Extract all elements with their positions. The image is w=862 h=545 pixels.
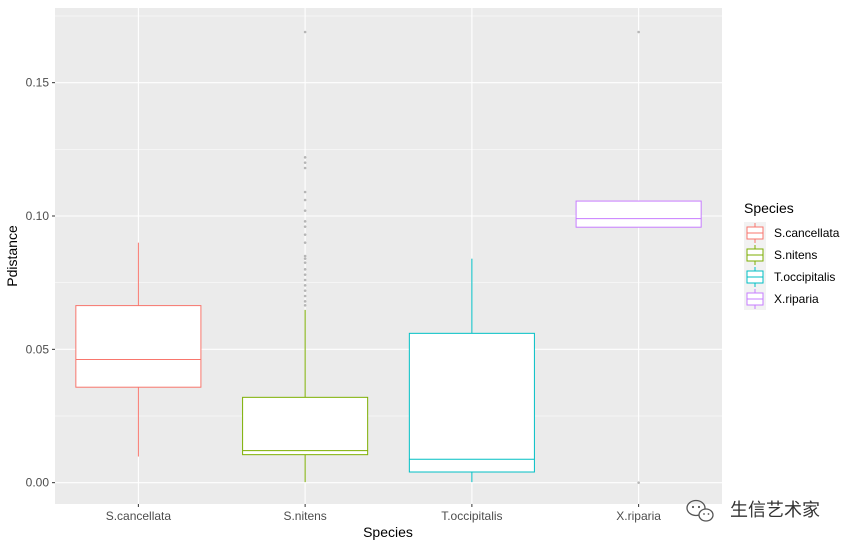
y-tick-label: 0.05 — [26, 342, 50, 356]
x-axis-ticks: S.cancellata S.nitens T.occipitalis X.ripar… — [106, 504, 661, 523]
outlier-point — [303, 190, 307, 194]
outlier-point — [303, 294, 307, 298]
legend-label: X.riparia — [774, 292, 819, 306]
x-tick-label: S.cancellata — [106, 509, 172, 523]
y-tick-label: 0.00 — [26, 476, 50, 490]
watermark-text: 生信艺术家 — [730, 500, 820, 521]
y-tick-label: 0.15 — [26, 76, 50, 90]
x-axis-title: Species — [363, 524, 413, 540]
wechat-icon — [686, 499, 714, 522]
box-iqr — [242, 396, 369, 456]
y-axis-title: Pdistance — [4, 225, 20, 287]
outlier-point — [303, 273, 307, 276]
legend-entry-T.occipitalis: T.occipitalis — [744, 266, 835, 288]
outlier-point — [303, 289, 307, 292]
legend-entry-S.cancellata: S.cancellata — [744, 222, 840, 244]
outlier-point — [303, 225, 307, 228]
outlier-point — [303, 233, 307, 236]
box-iqr — [75, 305, 202, 388]
outlier-point — [303, 300, 307, 303]
y-tick-label: 0.10 — [26, 209, 50, 223]
outlier-point — [637, 481, 640, 484]
outlier-point — [303, 268, 307, 271]
outlier-point — [303, 241, 307, 244]
outlier-point — [303, 304, 307, 307]
outlier-point — [303, 261, 307, 264]
legend-label: S.cancellata — [774, 226, 840, 240]
outlier-point — [303, 278, 307, 282]
outlier-point — [303, 254, 307, 258]
legend-title: Species — [744, 200, 794, 216]
box-layer — [75, 30, 702, 484]
outlier-point — [303, 220, 307, 223]
x-tick-label: S.nitens — [283, 509, 326, 523]
box-T.occipitalis — [408, 258, 535, 483]
x-tick-label: X.riparia — [616, 509, 661, 523]
outlier-point — [303, 198, 307, 202]
y-axis-ticks: 0.00 0.05 0.10 0.15 — [26, 76, 55, 490]
legend-label: S.nitens — [774, 248, 817, 262]
grid-minor — [55, 15, 722, 417]
legend-label: T.occipitalis — [774, 270, 835, 284]
box-X.riparia — [575, 30, 702, 484]
outlier-point — [303, 161, 307, 164]
box-iqr — [575, 200, 702, 228]
outlier-point — [303, 257, 307, 260]
outlier-point — [637, 30, 640, 34]
legend-entry-S.nitens: S.nitens — [744, 244, 817, 266]
outlier-point — [303, 166, 307, 170]
x-tick-label: T.occipitalis — [441, 509, 502, 523]
legend-entry-X.riparia: X.riparia — [744, 288, 819, 310]
plot-panel — [55, 8, 722, 504]
box-iqr — [408, 332, 535, 473]
outlier-point — [303, 209, 307, 212]
outlier-point — [303, 284, 307, 287]
box-S.nitens — [242, 30, 369, 483]
watermark: 生信艺术家 — [686, 499, 820, 522]
outlier-point — [303, 30, 307, 34]
outlier-point — [303, 156, 307, 159]
box-S.cancellata — [75, 242, 202, 457]
legend: Species S.cancellata S.nitens T.occipitali… — [744, 200, 840, 310]
